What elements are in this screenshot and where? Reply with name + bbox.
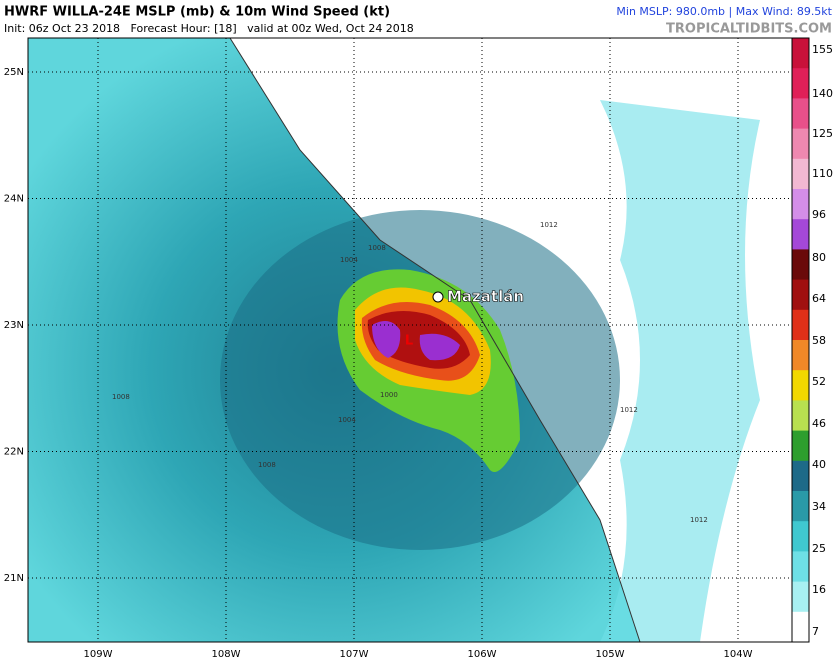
colorbar-segment: [792, 370, 809, 401]
colorbar-label: 16: [812, 583, 826, 596]
low-marker: L: [405, 334, 413, 349]
colorbar-segment: [792, 581, 809, 613]
colorbar-label: 40: [812, 458, 826, 471]
colorbar-segment: [792, 189, 809, 220]
colorbar-segment: [792, 340, 809, 371]
lon-label: 109W: [84, 649, 113, 660]
title: HWRF WILLA-24E MSLP (mb) & 10m Wind Spee…: [4, 5, 390, 20]
colorbar-segment: [792, 128, 809, 160]
graticule: 25N 24N 23N 22N 21N 109W 108W 107W 106W 105W 104W: [4, 38, 792, 660]
colorbar-segment: [792, 460, 809, 492]
colorbar-segment: [792, 521, 809, 552]
colorbar-label: 64: [812, 292, 826, 305]
colorbar-label: 110: [812, 167, 833, 180]
lon-label: 107W: [340, 649, 369, 660]
lat-label: 24N: [4, 194, 24, 205]
colorbar-label: 155: [812, 43, 833, 56]
colorbar-segment: [792, 551, 809, 583]
contour-label: 1008: [368, 244, 386, 252]
contour-label: 1004: [338, 416, 356, 424]
colorbar-label: 140: [812, 87, 833, 100]
colorbar-label: 52: [812, 375, 826, 388]
contour-label: 1012: [620, 406, 638, 414]
lat-label: 21N: [4, 573, 24, 584]
colorbar-label: 25: [812, 542, 826, 555]
colorbar-segment: [792, 430, 809, 462]
colorbar-segment: [792, 68, 809, 99]
city-label: Mazatlán: [447, 288, 524, 306]
lat-label: 23N: [4, 320, 24, 331]
colorbar-label: 46: [812, 417, 826, 430]
colorbar-segment: [792, 611, 809, 643]
contour-labels: 1008 1004 1008 1004 1000 1008 1012 1012 1012: [112, 221, 708, 524]
contour-label: 1008: [258, 461, 276, 469]
city-dot: [432, 291, 444, 303]
colorbar-segment: [792, 98, 809, 130]
storm-purple-east: [419, 333, 460, 361]
contour-label: 1012: [540, 221, 558, 229]
contour-label: 1012: [690, 516, 708, 524]
lon-label: 104W: [724, 649, 753, 660]
colorbar-segment: [792, 219, 809, 250]
colorbar-segment: [792, 38, 809, 69]
lon-label: 105W: [596, 649, 625, 660]
contour-label: 1000: [380, 391, 398, 399]
site: TROPICALTIDBITS.COM: [666, 22, 832, 37]
stats: Min MSLP: 980.0mb | Max Wind: 89.5kt: [616, 5, 832, 18]
lat-label: 25N: [4, 67, 24, 78]
land-wind-patches: [600, 100, 760, 642]
contour-label: 1008: [112, 393, 130, 401]
colorbar-segment: [792, 158, 809, 190]
map: Mazatlán L: [28, 37, 792, 643]
storm-purple-west: [372, 321, 401, 358]
colorbar-label: 125: [812, 127, 833, 140]
colorbar-segment: [792, 400, 809, 432]
colorbar-segment: [792, 279, 809, 311]
colorbar-label: 7: [812, 625, 819, 638]
colorbar: 155 140 125 110 96 80 64 58 52 46 40 34 25 16 7: [791, 37, 833, 643]
coastline: [229, 37, 641, 643]
colorbar-segment: [792, 309, 809, 341]
colorbar-label: 80: [812, 251, 826, 264]
colorbar-label: 58: [812, 334, 826, 347]
lat-label: 22N: [4, 447, 24, 458]
lon-label: 106W: [468, 649, 497, 660]
colorbar-segment: [792, 249, 809, 281]
colorbar-label: 34: [812, 500, 826, 513]
colorbar-label: 96: [812, 208, 826, 221]
init-line: Init: 06z Oct 23 2018 Forecast Hour: [18…: [4, 22, 414, 35]
lon-label: 108W: [212, 649, 241, 660]
colorbar-segment: [792, 491, 809, 522]
colorbar-border: [791, 37, 810, 643]
contour-label: 1004: [340, 256, 358, 264]
